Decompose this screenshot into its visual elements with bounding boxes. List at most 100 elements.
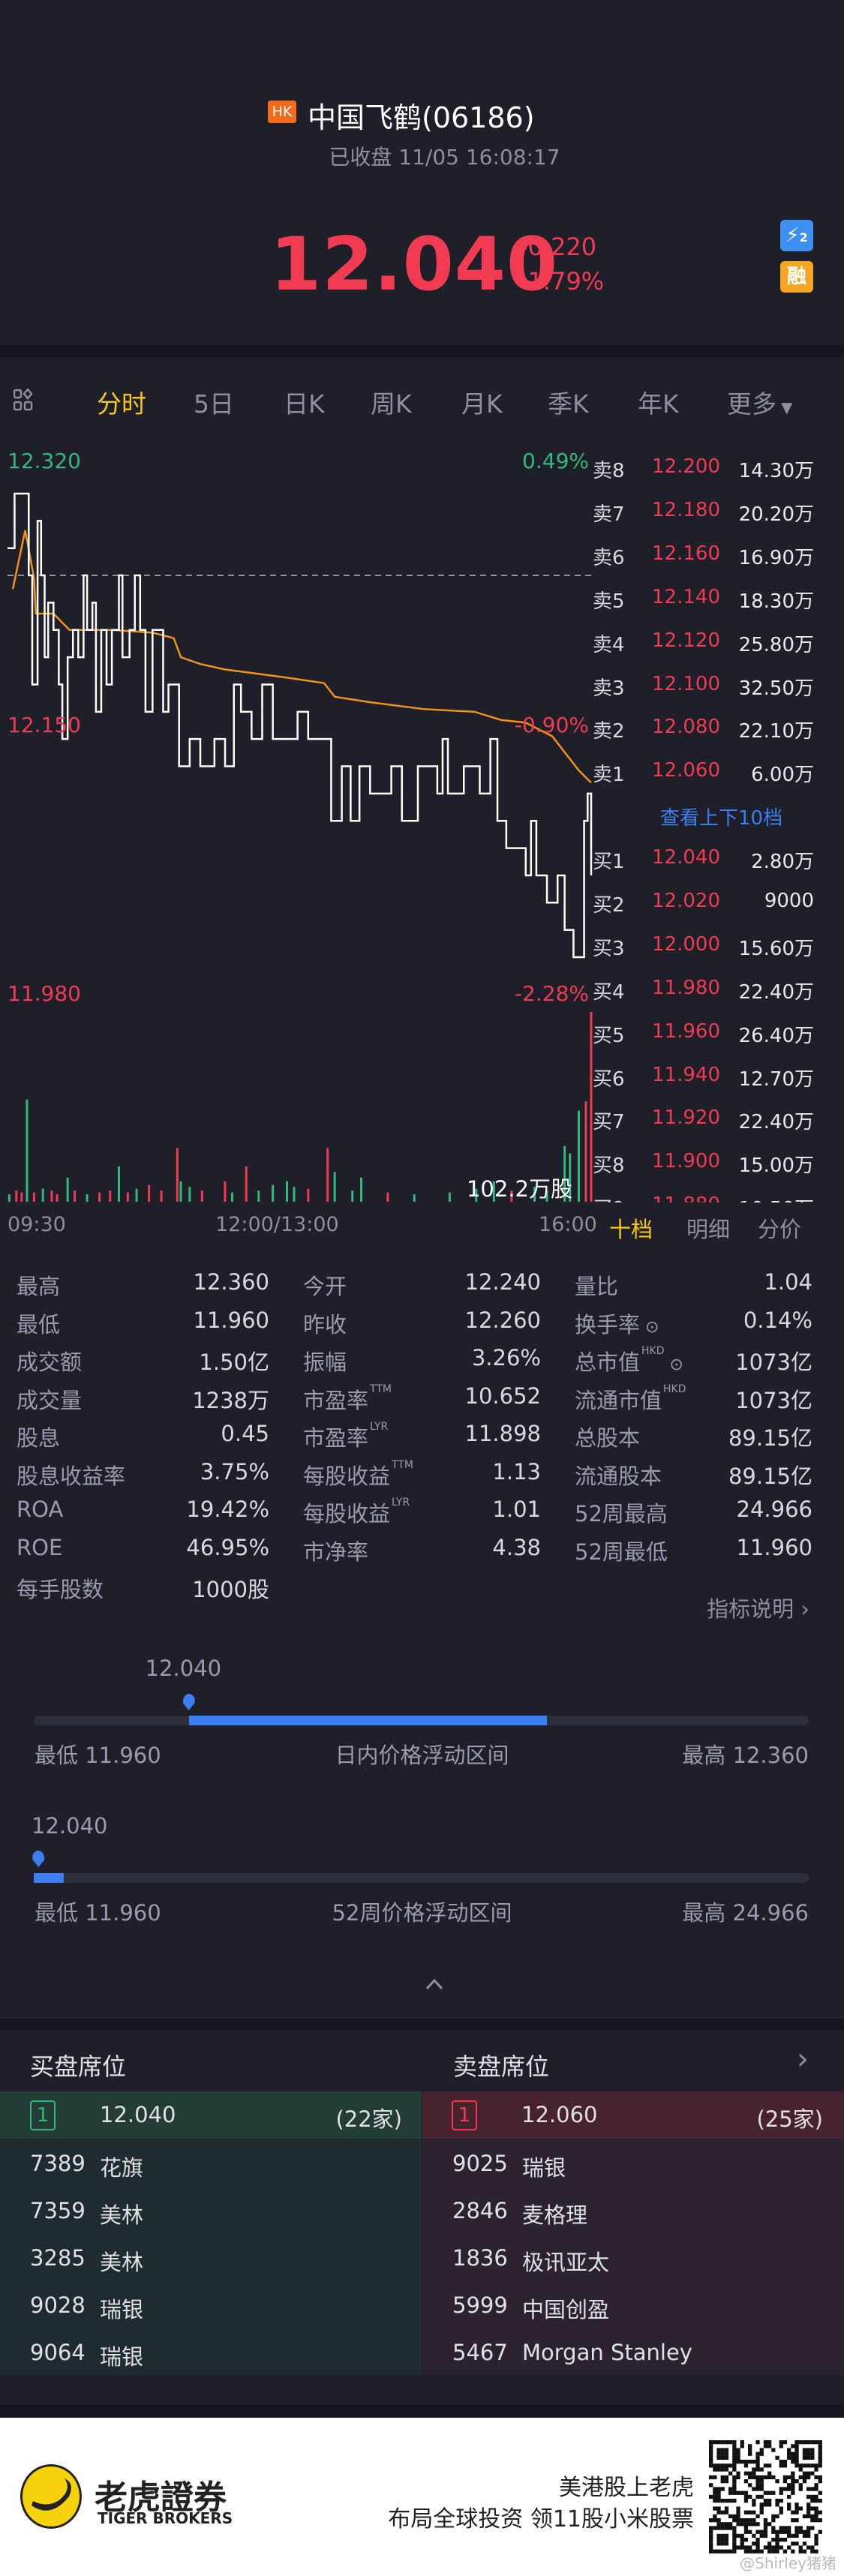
bid-level-row[interactable]: 买7 11.920 22.40万	[593, 1106, 840, 1136]
grid-icon[interactable]	[13, 388, 33, 411]
tab-price-distribution[interactable]: 分价	[758, 1217, 802, 1242]
buy-seats-panel: 1 12.040 (22家) 7389 花旗 7359 美林 3285 美林 9028 瑞银 9…	[0, 2091, 422, 2375]
stat-label: 股息收益率	[17, 1459, 125, 1491]
level-level: 买8	[593, 1154, 625, 1178]
stat-label[interactable]: 换手率 ⊙	[575, 1308, 659, 1339]
bid-level-row[interactable]: 买2 12.020 9000	[593, 890, 840, 920]
chevron-right-icon[interactable]: ›	[797, 2042, 809, 2076]
volume-bar	[448, 1192, 451, 1202]
tab-5day[interactable]: 5日	[194, 389, 234, 419]
tab-intraday[interactable]: 分时	[97, 389, 146, 419]
qr-code	[709, 2440, 822, 2553]
buy-seats-title: 买盘席位	[30, 2052, 127, 2081]
level-level: 卖4	[593, 633, 625, 656]
tab-ten-levels[interactable]: 十档	[609, 1217, 653, 1242]
stat-label-text: 市净率	[303, 1539, 369, 1565]
level2-lightning-icon[interactable]: ⚡2	[780, 220, 813, 251]
sell-top-row[interactable]: 1 12.060 (25家)	[422, 2091, 844, 2139]
broker-name: 美林	[100, 2250, 144, 2275]
bid-level-row[interactable]: 买8 11.900 15.00万	[593, 1150, 840, 1180]
volume-bar	[533, 1187, 536, 1202]
volume-bar	[179, 1181, 182, 1202]
stat-label: 市盈率 TTM	[303, 1383, 392, 1415]
view-10-levels-link[interactable]: 查看上下10档	[660, 807, 783, 830]
info-icon[interactable]: ⊙	[664, 1356, 683, 1374]
footer-banner: 老虎證券 TIGER BROKERS 美港股上老虎 布局全球投资 领11股小米股…	[0, 2418, 844, 2576]
ask-level-row[interactable]: 卖8 12.200 14.30万	[593, 455, 840, 485]
bid-level-row[interactable]: 买4 11.980 22.40万	[593, 977, 840, 1007]
margin-badge[interactable]: 融	[780, 261, 813, 293]
level-level: 卖2	[593, 720, 625, 743]
bid-level-row[interactable]: 买6 11.940 12.70万	[593, 1064, 840, 1094]
tab-quarterly-k[interactable]: 季K	[548, 389, 589, 419]
stat-label: 成交额	[17, 1345, 82, 1377]
stat-label: 每股收益 TTM	[303, 1459, 413, 1491]
rank-badge: 1	[452, 2100, 477, 2130]
tab-daily-k[interactable]: 日K	[284, 389, 325, 419]
ask-level-row[interactable]: 卖3 12.100 32.50万	[593, 673, 840, 703]
level-price: 12.120	[652, 629, 720, 652]
stat-value: 11.960	[736, 1534, 812, 1560]
stat-label-text: 成交量	[17, 1387, 83, 1413]
broker-name: 花旗	[100, 2155, 144, 2181]
stat-label-text: 每手股数	[17, 1577, 104, 1602]
broker-code: 5999	[452, 2292, 508, 2318]
collapse-chevron-up-icon[interactable]	[425, 1977, 444, 1994]
tab-more[interactable]: 更多 ▼	[727, 384, 792, 420]
y-label-bottom: 11.980	[8, 981, 81, 1006]
stat-label[interactable]: 总市值 HKD ⊙	[575, 1345, 683, 1377]
tab-monthly-k[interactable]: 月K	[461, 389, 503, 419]
volume-bar	[148, 1184, 151, 1202]
volume-bar	[360, 1177, 363, 1202]
volume-bar	[160, 1190, 163, 1202]
level-level: 买7	[593, 1111, 625, 1134]
ask-level-row[interactable]: 卖4 12.120 25.80万	[593, 629, 840, 659]
stat-label-sup: HKD	[663, 1383, 686, 1395]
stat-label-text: 昨收	[303, 1311, 347, 1338]
stat-value: 0.45	[221, 1421, 269, 1446]
broker-code: 2846	[452, 2198, 508, 2223]
stat-value: 0.14%	[743, 1307, 812, 1333]
level-qty: 6.00万	[751, 764, 814, 787]
volume-bar	[118, 1166, 121, 1202]
indicator-explanation-link[interactable]: 指标说明 ›	[707, 1592, 809, 1623]
stat-value: 1073亿	[735, 1387, 812, 1413]
brand-name-en: TIGER BROKERS	[98, 2509, 233, 2527]
brand-name-cn: 老虎證券	[95, 2478, 227, 2517]
bid-level-row[interactable]: 买9 11.880 10.50万	[593, 1193, 840, 1202]
ask-level-row[interactable]: 卖6 12.160 16.90万	[593, 542, 840, 572]
broker-code: 3285	[30, 2245, 86, 2271]
tab-yearly-k[interactable]: 年K	[638, 389, 679, 419]
y-pct-top: 0.49%	[522, 449, 589, 473]
stat-label-text: 每股收益	[303, 1463, 391, 1489]
stat-label: 市净率	[303, 1535, 368, 1566]
stat-label: 52周最高	[575, 1497, 668, 1528]
level-level: 买2	[593, 893, 625, 917]
tab-weekly-k[interactable]: 周K	[371, 389, 412, 419]
intraday-chart[interactable]	[0, 0, 593, 1208]
volume-bar	[20, 1192, 23, 1202]
ask-level-row[interactable]: 卖7 12.180 20.20万	[593, 499, 840, 529]
bid-level-row[interactable]: 买5 11.960 26.40万	[593, 1020, 840, 1050]
broker-name: 极讯亚太	[522, 2250, 610, 2275]
bid-level-row[interactable]: 买3 12.000 15.60万	[593, 933, 840, 963]
stat-label: 每股收益 LYR	[303, 1497, 410, 1528]
range-track	[34, 1873, 809, 1883]
level-price: 11.880	[652, 1193, 720, 1202]
tab-details[interactable]: 明细	[686, 1217, 731, 1242]
stat-value: 1.50亿	[199, 1350, 269, 1375]
level-price: 12.140	[652, 585, 720, 608]
info-icon[interactable]: ⊙	[640, 1317, 659, 1337]
ask-level-row[interactable]: 卖5 12.140 18.30万	[593, 586, 840, 616]
level-price: 11.900	[652, 1150, 720, 1173]
level-level: 买3	[593, 937, 625, 960]
volume-bar	[492, 1181, 495, 1202]
level-level: 买5	[593, 1024, 625, 1047]
ask-level-row[interactable]: 卖1 12.060 6.00万	[593, 759, 840, 789]
volume-bar	[176, 1148, 179, 1202]
ask-level-row[interactable]: 卖2 12.080 22.10万	[593, 716, 840, 746]
stat-value: 3.75%	[200, 1458, 269, 1485]
stat-label-text: 每股收益	[303, 1501, 391, 1527]
buy-top-row[interactable]: 1 12.040 (22家)	[0, 2091, 422, 2139]
bid-level-row[interactable]: 买1 12.040 2.80万	[593, 846, 840, 876]
